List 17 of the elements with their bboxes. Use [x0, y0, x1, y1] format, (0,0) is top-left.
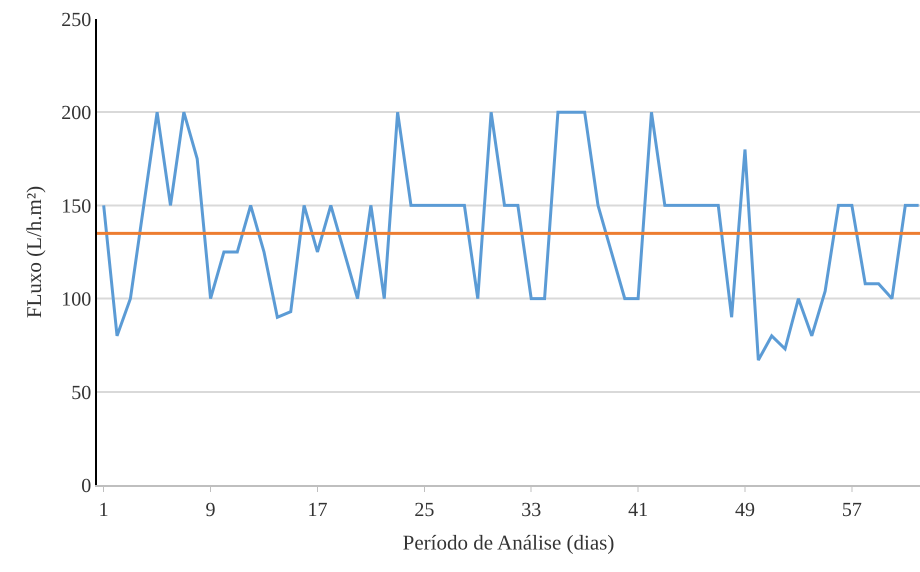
x-tick-label: 9: [206, 498, 216, 521]
y-tick-label: 50: [71, 382, 92, 404]
x-tick-label: 1: [98, 498, 109, 521]
y-tick-label: 200: [61, 102, 92, 124]
x-tick-label: 41: [628, 498, 648, 521]
x-tick-label: 33: [521, 498, 542, 521]
y-tick-label: 100: [61, 288, 92, 311]
x-tick-label: 57: [842, 498, 862, 521]
x-axis-title: Período de Análise (dias): [402, 530, 614, 554]
y-tick-label: 0: [81, 475, 92, 497]
x-tick-label: 17: [307, 498, 328, 521]
y-tick-label: 150: [61, 195, 92, 218]
y-tick-label: 250: [61, 9, 92, 31]
line-series: [102, 110, 920, 362]
y-axis-title: FLuxo (L/h.m²): [22, 186, 46, 318]
x-tick-label: 49: [734, 498, 755, 521]
x-tick-label: 25: [414, 498, 434, 521]
